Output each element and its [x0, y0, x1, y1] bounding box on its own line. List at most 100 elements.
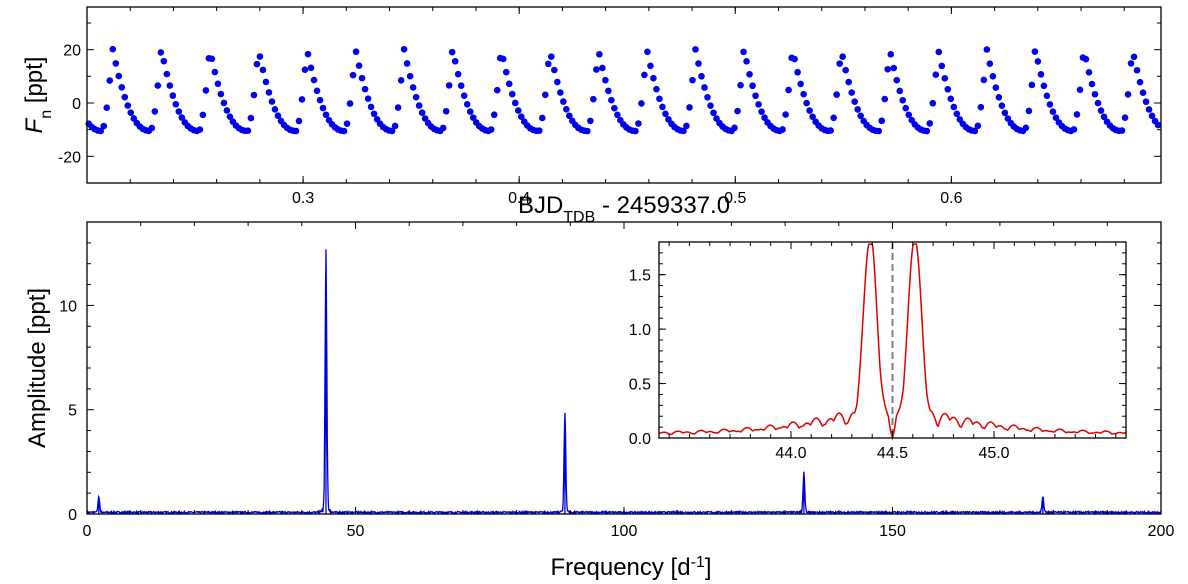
- lightcurve-point: [752, 92, 759, 100]
- lightcurve-point: [950, 103, 958, 111]
- periodogram-y-tick-label: 5: [68, 403, 77, 420]
- lightcurve-point: [689, 76, 696, 84]
- periodogram-x-tick-label: 50: [347, 523, 365, 540]
- lightcurve-point: [995, 94, 1003, 101]
- lightcurve-point: [115, 72, 123, 80]
- lightcurve-point: [1097, 107, 1105, 114]
- lightcurve-point: [611, 104, 618, 112]
- lightcurve-point: [926, 120, 934, 127]
- lightcurve-point: [160, 57, 168, 65]
- lightcurve-point: [710, 109, 717, 117]
- lightcurve-x-tick-label: 0.6: [940, 190, 962, 207]
- lightcurve-point: [1043, 92, 1051, 100]
- lightcurve-point: [896, 87, 904, 95]
- lightcurve-point: [262, 78, 270, 86]
- lightcurve-point: [340, 127, 348, 135]
- periodogram-y-label-main: Amplitude [ppt]: [24, 288, 51, 448]
- lightcurve-point: [638, 100, 645, 107]
- lightcurve-point: [271, 105, 279, 113]
- lightcurve-point: [551, 66, 558, 74]
- lightcurve-point: [980, 76, 988, 84]
- lightcurve-point: [743, 58, 750, 65]
- lightcurve-point: [1001, 109, 1009, 117]
- lightcurve-point: [508, 90, 516, 98]
- periodogram-x-axis-label: Frequency [d-1]: [551, 554, 712, 582]
- lightcurve-point: [974, 122, 982, 130]
- lightcurve-point: [857, 112, 864, 120]
- lightcurve-point: [319, 104, 327, 112]
- lightcurve-point: [439, 124, 447, 132]
- lightcurve-point: [292, 127, 300, 135]
- lightcurve-point: [505, 80, 513, 88]
- lightcurve-point: [683, 122, 690, 130]
- lightcurve-point: [557, 89, 564, 96]
- lightcurve-point: [1073, 111, 1081, 118]
- lightcurve-point: [217, 90, 225, 98]
- lightcurve-point: [647, 62, 654, 70]
- lightcurve-point: [899, 96, 907, 104]
- lightcurve-point: [803, 99, 810, 107]
- lightcurve-point: [560, 98, 567, 105]
- lightcurve-point: [322, 111, 330, 119]
- lightcurve-point: [851, 98, 858, 105]
- lightcurve-point: [1130, 53, 1138, 61]
- lightcurve-point: [502, 68, 510, 76]
- lightcurve-point: [175, 108, 183, 115]
- lightcurve-point: [157, 49, 165, 56]
- lightcurve-point: [346, 100, 354, 107]
- lightcurve-point: [608, 96, 615, 104]
- lightcurve-point: [938, 62, 946, 70]
- lightcurve-point: [1139, 89, 1147, 96]
- lightcurve-point: [545, 60, 552, 68]
- lightcurve-point: [659, 103, 666, 111]
- lightcurve-point: [941, 75, 949, 82]
- lightcurve-point: [1031, 48, 1039, 55]
- lightcurve-y-label-main: F: [21, 117, 48, 133]
- lightcurve-point: [758, 108, 765, 115]
- lightcurve-point: [1118, 127, 1126, 134]
- periodogram-y-axis-label: Amplitude [ppt]: [24, 288, 51, 448]
- lightcurve-point: [124, 102, 132, 109]
- lightcurve-point: [355, 62, 363, 69]
- lightcurve-point: [1154, 121, 1162, 129]
- lightcurve-point: [97, 127, 105, 135]
- lightcurve-point: [463, 101, 471, 108]
- lightcurve-y-label-subscript: n: [38, 110, 55, 119]
- lightcurve-point: [163, 70, 171, 78]
- periodogram-inset: 44.0 44.5 45.0 0.0 0.5 1.0 1.5: [629, 241, 1127, 462]
- lightcurve-point: [971, 127, 979, 135]
- lightcurve-point: [250, 91, 258, 99]
- periodogram-x-tick-label: 200: [1148, 523, 1175, 540]
- lightcurve-point: [256, 53, 264, 60]
- lightcurve-point: [854, 106, 861, 113]
- lightcurve-point: [112, 60, 120, 67]
- lightcurve-point: [782, 111, 789, 118]
- lightcurve-point: [109, 45, 117, 53]
- lightcurve-point: [809, 113, 816, 121]
- lightcurve-x-axis-label: BJDTDB - 2459337.0: [518, 192, 730, 226]
- lightcurve-point: [839, 53, 846, 61]
- lightcurve-point: [650, 74, 657, 82]
- lightcurve-x-label-rest: - 2459337.0: [595, 192, 730, 219]
- lightcurve-point: [887, 51, 895, 58]
- lightcurve-point: [584, 127, 591, 135]
- lightcurve-point: [100, 122, 108, 130]
- inset-ticks: 44.0 44.5 45.0 0.0 0.5 1.0 1.5: [629, 242, 1126, 462]
- lightcurve-point: [208, 55, 216, 63]
- lightcurve-point: [698, 72, 705, 80]
- lightcurve-point: [614, 111, 621, 119]
- lightcurve-point: [590, 95, 597, 103]
- lightcurve-point: [367, 103, 375, 111]
- lightcurve-point: [848, 89, 855, 96]
- lightcurve-point: [388, 127, 396, 135]
- lightcurve-point: [454, 70, 462, 78]
- lightcurve-point: [830, 114, 837, 122]
- lightcurve-point: [794, 68, 801, 76]
- lightcurve-point: [469, 114, 477, 121]
- lightcurve-point: [632, 127, 639, 135]
- lightcurve-point: [1085, 69, 1093, 76]
- lightcurve-x-label-main: BJD: [518, 192, 563, 219]
- lightcurve-point: [653, 85, 660, 93]
- lightcurve-point: [352, 48, 360, 56]
